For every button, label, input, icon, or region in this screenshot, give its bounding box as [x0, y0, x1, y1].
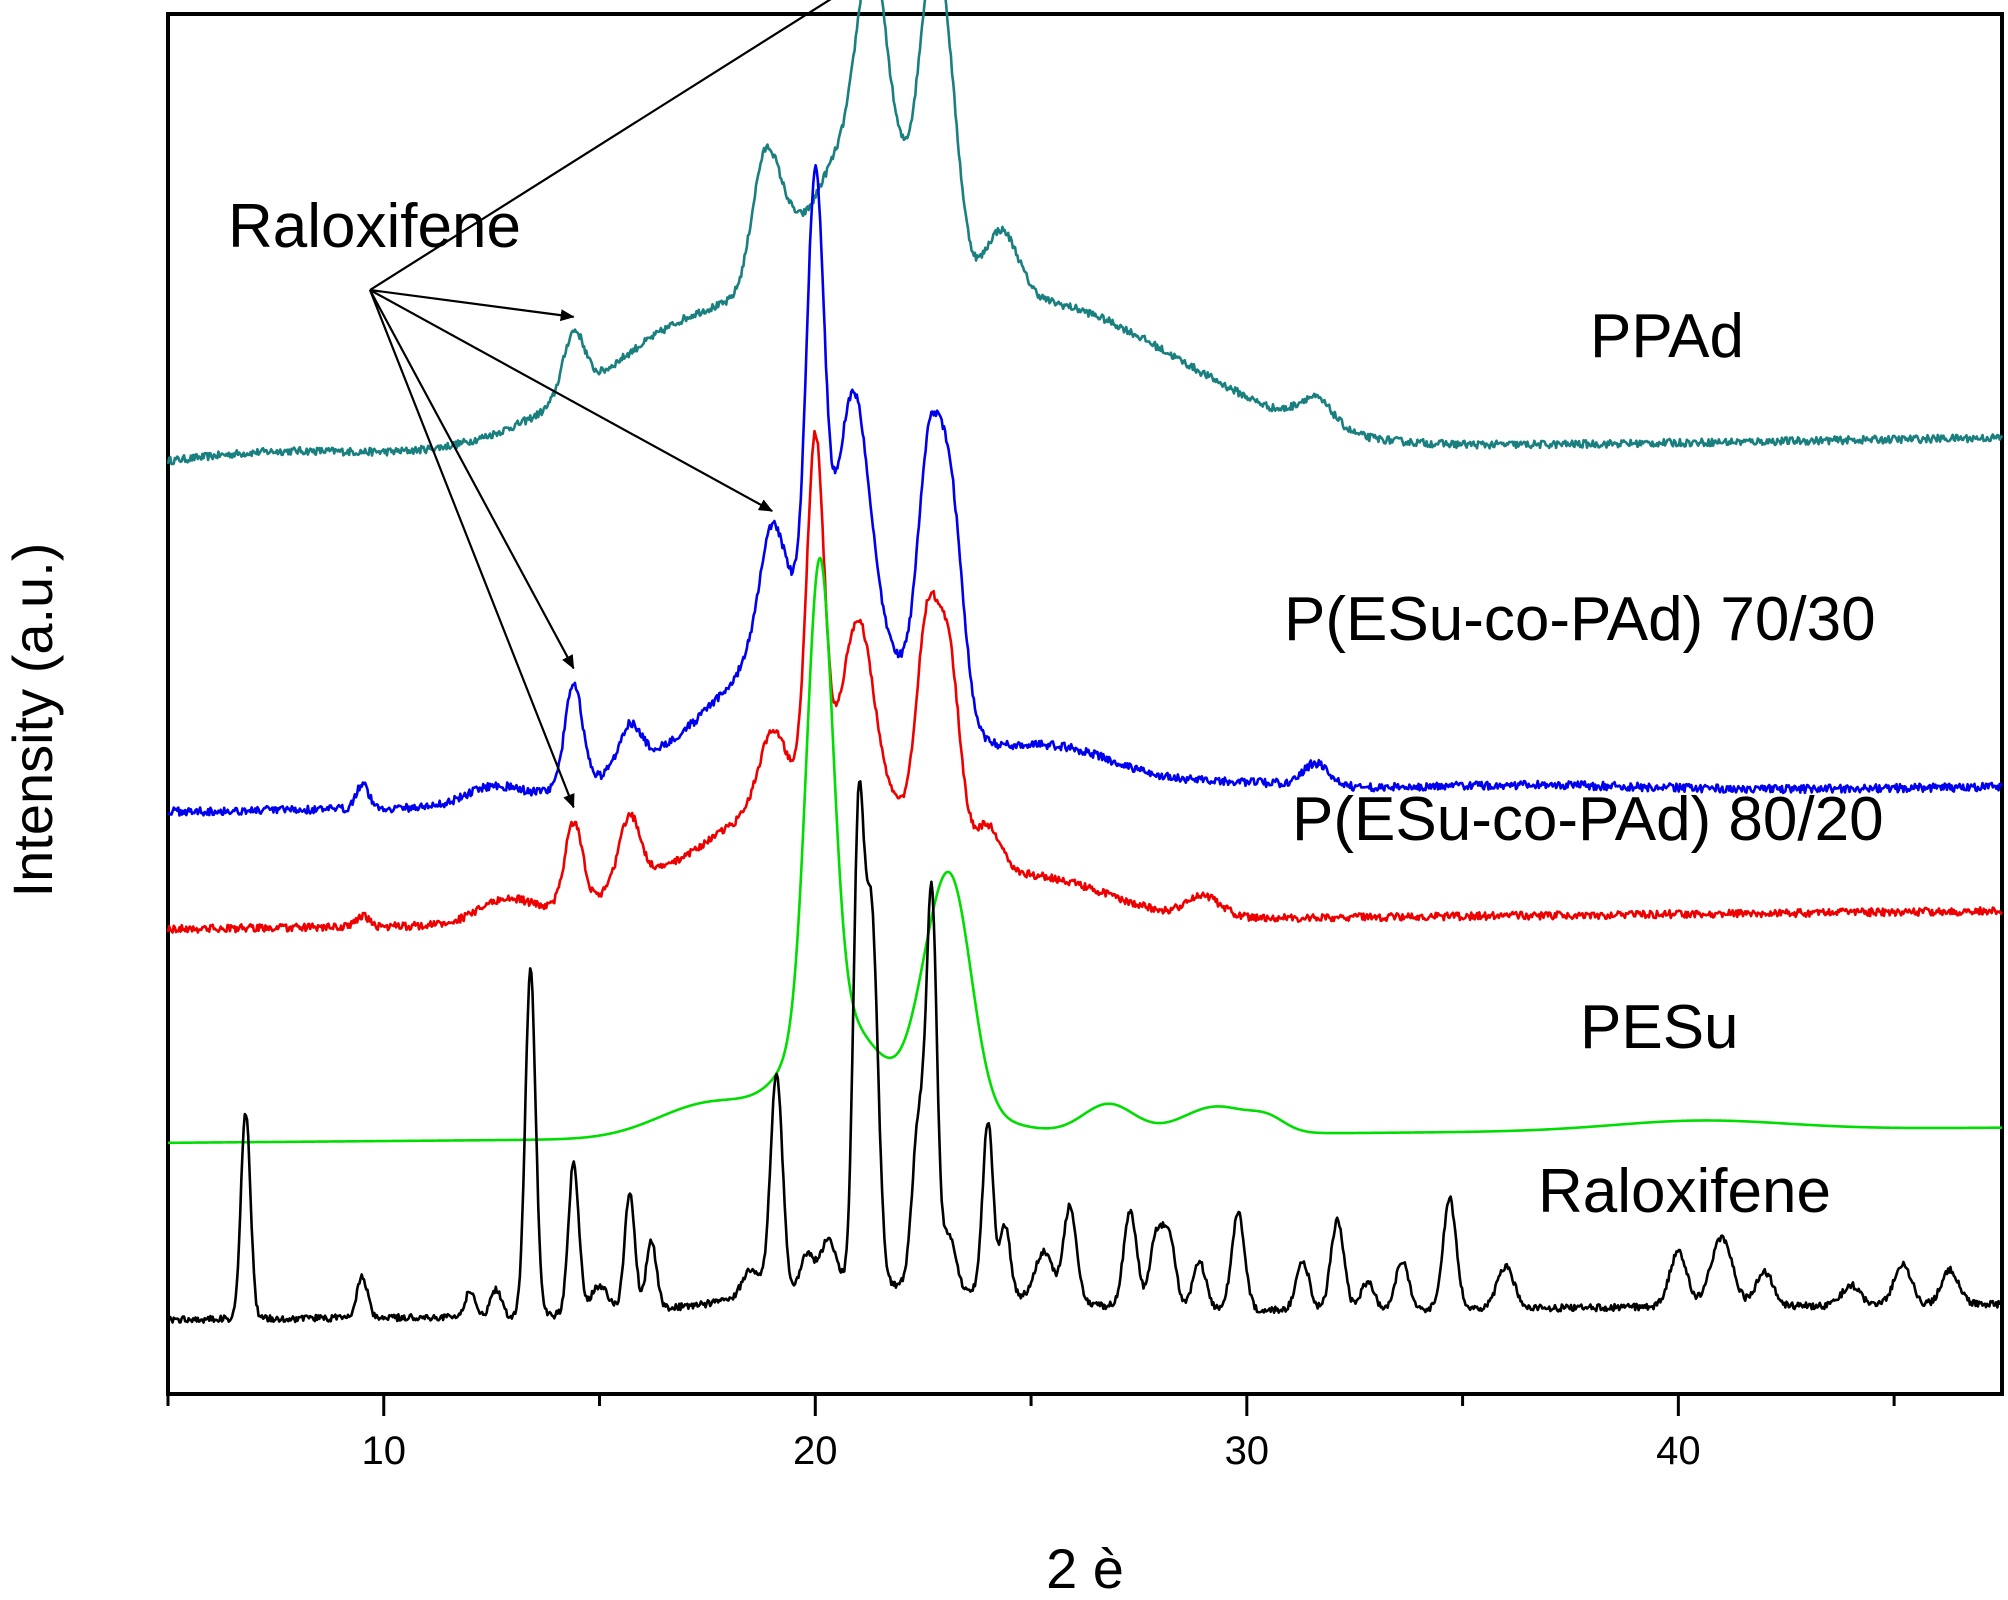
series-label-70-30: P(ESu-co-PAd) 70/30 [1284, 585, 1876, 654]
series-group [166, 0, 2004, 1324]
series-label-ppad: PPAd [1590, 302, 1744, 371]
series-line-pesu [167, 556, 2003, 1145]
series-label-80-20: P(ESu-co-PAd) 80/20 [1292, 785, 1884, 854]
annotation-arrow [369, 288, 575, 322]
plot-frame [166, 12, 2004, 1396]
x-axis-ticks: 10 20 30 40 [166, 1394, 1896, 1473]
series-label-pesu: PESu [1580, 993, 1739, 1062]
series-line-p-esu-co-pad-70-30 [166, 163, 2004, 817]
x-tick-label: 20 [793, 1429, 838, 1473]
series-line-raloxifene [166, 780, 2003, 1324]
annotation-arrow [368, 289, 575, 809]
annotation-arrows [368, 0, 832, 809]
series-line-ppad [166, 0, 2004, 466]
annotation-arrow [369, 289, 774, 513]
series-line-p-esu-co-pad-80-20 [166, 429, 2004, 934]
x-tick-label: 10 [362, 1429, 407, 1473]
annotation-arrow [369, 289, 575, 670]
y-axis-title: Intensity (a.u.) [1, 543, 64, 898]
series-label-raloxifene: Raloxifene [1538, 1157, 1831, 1226]
annotation-label: Raloxifene [228, 192, 521, 261]
x-axis-title: 2 è [1046, 1537, 1124, 1600]
x-tick-label: 30 [1225, 1429, 1270, 1473]
x-tick-label: 40 [1656, 1429, 1701, 1473]
annotation-arrow [369, 0, 832, 291]
